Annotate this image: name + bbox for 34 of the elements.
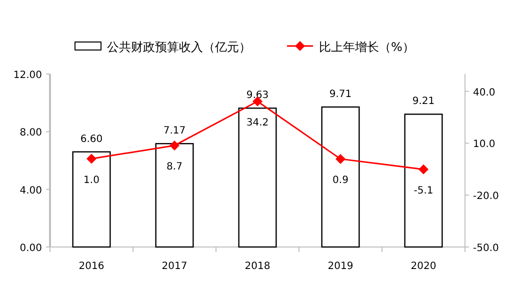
bar [72,151,111,248]
data-label: 9.63 [246,90,269,102]
y-tick-label: 12.00 [13,70,42,81]
data-label: 7.17 [163,126,186,137]
bar [404,114,443,248]
data-label: 6.60 [80,134,103,145]
data-label: 8.7 [166,161,182,172]
y2-tick-label: 10.0 [473,139,496,150]
bar [155,143,194,248]
point [336,154,346,164]
data-label: 9.21 [412,96,435,108]
y2-tick-label: -20.0 [473,191,499,202]
legend-label: 比上年增长（%） [319,40,414,54]
y2-tick-label: -50.0 [473,243,499,254]
x-tick-label: 2017 [162,261,188,272]
point [86,154,96,164]
y-tick-label: 8.00 [20,128,42,139]
x-tick-label: 2019 [328,261,354,272]
point [170,140,180,150]
y-tick-label: 4.00 [20,185,42,196]
point [418,164,428,174]
data-label: 0.9 [332,174,348,186]
x-tick-label: 2018 [244,261,270,272]
bar [238,108,277,248]
bar [321,106,360,248]
legend-label: 公共财政预算收入（亿元） [107,40,251,54]
data-label: 34.2 [246,117,269,128]
y-tick-label: 0.00 [20,243,42,254]
data-label: 9.71 [329,89,352,100]
x-tick-label: 2020 [410,261,436,272]
data-label: -5.1 [414,185,434,196]
y2-tick-label: 40.0 [473,87,496,98]
data-label: 1.0 [84,174,100,186]
x-tick-label: 2016 [78,261,104,272]
